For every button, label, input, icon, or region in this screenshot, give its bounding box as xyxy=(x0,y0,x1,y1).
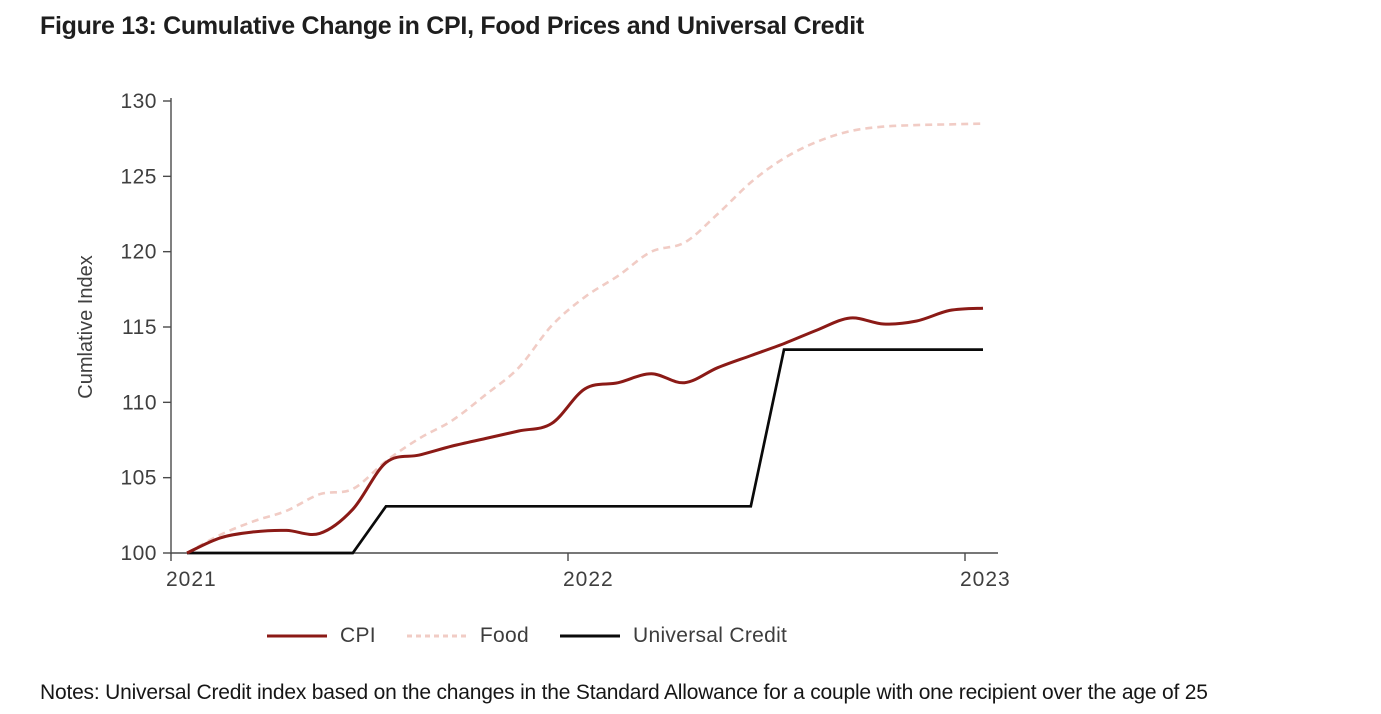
x-tick-label: 2021 xyxy=(166,568,217,591)
legend-item-cpi: CPI xyxy=(266,624,376,648)
x-tick-label: 2023 xyxy=(960,568,1011,591)
y-tick-label: 105 xyxy=(120,467,157,490)
legend-label: Universal Credit xyxy=(633,624,788,647)
legend-line-sample xyxy=(560,634,620,638)
legend-line-sample xyxy=(267,634,327,638)
figure-notes: Notes: Universal Credit index based on t… xyxy=(40,681,1208,704)
y-tick-label: 130 xyxy=(120,90,157,113)
y-tick-label: 100 xyxy=(120,542,157,565)
series-line-food xyxy=(186,122,984,555)
series-line-universal-credit xyxy=(187,348,983,555)
chart-legend: CPI Food Universal Credit xyxy=(266,620,787,652)
y-tick-label: 115 xyxy=(122,316,157,339)
figure-title: Figure 13: Cumulative Change in CPI, Foo… xyxy=(40,12,864,40)
legend-label: CPI xyxy=(340,624,376,647)
y-axis-title: Cumlative Index xyxy=(75,255,97,398)
y-tick-label: 110 xyxy=(122,391,157,414)
legend-item-universal-credit: Universal Credit xyxy=(559,624,787,648)
legend-label: Food xyxy=(479,624,529,647)
legend-line-sample xyxy=(406,634,467,638)
y-tick-label: 125 xyxy=(120,165,157,188)
y-tick-label: 120 xyxy=(120,241,157,264)
line-chart: 100 105 110 115 120 125 130 2021 2022 2023 Cumlati… xyxy=(75,90,1011,591)
legend-item-food: Food xyxy=(406,624,529,648)
series-line-cpi xyxy=(186,306,984,555)
x-tick-label: 2022 xyxy=(563,568,614,591)
